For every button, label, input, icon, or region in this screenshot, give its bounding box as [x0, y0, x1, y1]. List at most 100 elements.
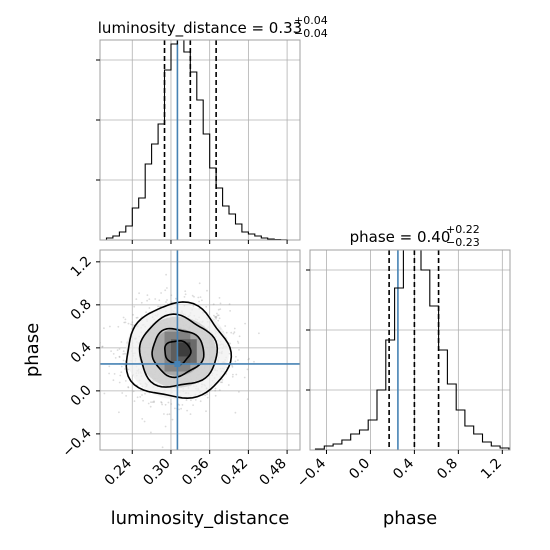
sample-point	[164, 403, 167, 406]
sample-point	[183, 296, 186, 298]
joint-truth-lines	[100, 250, 300, 450]
sample-point	[212, 303, 215, 306]
phase-histogram-grid	[310, 250, 510, 450]
sample-point	[219, 302, 222, 305]
sample-point	[220, 381, 222, 384]
ytick-label: −0.4	[59, 425, 94, 460]
sample-point	[103, 327, 105, 330]
sample-point	[199, 400, 202, 403]
sample-point	[248, 357, 250, 360]
sample-point	[131, 323, 134, 326]
sample-point	[225, 331, 228, 334]
joint-xticks: 0.24 0.30 0.36 0.42 0.48	[102, 450, 290, 489]
sample-point	[136, 316, 139, 319]
sample-point	[160, 401, 163, 403]
sample-point	[170, 294, 173, 297]
sample-point	[194, 399, 197, 401]
xtick-label: 0.8	[434, 456, 461, 483]
sample-point	[146, 294, 149, 297]
sample-point	[235, 355, 237, 358]
phase-hist-xticks: −0.4 0.0 0.4 0.8 1.2	[294, 450, 505, 491]
sample-point	[206, 396, 209, 399]
sample-point	[228, 303, 231, 306]
ytick-label: 0.8	[68, 296, 95, 323]
sample-point	[150, 431, 152, 434]
sample-point	[101, 345, 104, 348]
xtick-label: 1.2	[478, 456, 505, 483]
sample-point	[118, 411, 120, 414]
joint-ylabel: phase	[22, 323, 43, 377]
xtick-label: 0.30	[140, 456, 173, 489]
sample-point	[120, 365, 123, 368]
joint-density-panel: 0.24 0.30 0.36 0.42 0.48 −0.4 0.0 0.4 0.8 1.2 lu…	[22, 249, 301, 529]
sample-point	[205, 305, 208, 308]
sample-point	[206, 289, 208, 292]
sample-point	[185, 399, 188, 401]
sample-point	[132, 390, 135, 393]
sample-point	[133, 305, 136, 308]
phase-title-main: phase = 0.40	[350, 228, 451, 246]
sample-point	[181, 404, 184, 406]
sample-point	[193, 295, 195, 298]
sample-point	[165, 273, 168, 276]
xtick-label: 0.4	[390, 455, 417, 482]
sample-point	[130, 323, 132, 326]
sample-point	[180, 407, 183, 410]
sample-point	[140, 301, 143, 304]
sample-point	[118, 356, 121, 358]
sample-point	[186, 409, 189, 412]
sample-point	[163, 413, 165, 415]
sample-point	[206, 393, 209, 396]
sample-point	[198, 300, 201, 303]
sample-point	[108, 365, 111, 368]
luminosity-distance-histogram-panel: luminosity_distance = 0.33 +0.04 −0.04	[96, 14, 328, 244]
sample-point	[175, 297, 177, 300]
contour-line	[163, 339, 192, 366]
sample-point	[227, 384, 230, 386]
sample-point	[117, 325, 120, 328]
sample-point	[214, 315, 217, 318]
sample-point	[244, 322, 247, 325]
xtick-label: 0.48	[257, 456, 290, 489]
sample-point	[166, 287, 168, 289]
sample-point	[216, 314, 219, 317]
sample-point	[123, 352, 126, 355]
xtick-label: 0.0	[346, 456, 373, 483]
xtick-label: 0.42	[218, 456, 251, 489]
sample-point	[124, 380, 127, 382]
sample-point	[135, 316, 138, 319]
sample-point	[170, 403, 173, 405]
sample-point	[237, 342, 240, 344]
sample-point	[139, 396, 142, 398]
sample-point	[229, 342, 232, 345]
sample-point	[150, 401, 152, 403]
sample-point	[238, 349, 240, 351]
sample-point	[158, 299, 161, 302]
joint-yticks: −0.4 0.0 0.4 0.8 1.2	[59, 253, 100, 461]
sample-point	[151, 401, 154, 403]
sample-point	[234, 411, 237, 414]
luminosity-distance-hist-yticks	[96, 59, 100, 181]
sample-point	[143, 420, 146, 423]
sample-point	[147, 402, 150, 405]
xtick-label: 0.24	[102, 455, 135, 488]
sample-point	[161, 403, 164, 406]
sample-point	[237, 359, 239, 361]
sample-point	[141, 418, 144, 420]
sample-point	[198, 282, 201, 285]
sample-point	[171, 418, 174, 421]
sample-point	[148, 298, 151, 300]
sample-point	[201, 299, 203, 302]
sample-point	[224, 325, 227, 327]
sample-point	[236, 340, 239, 343]
sample-point	[120, 341, 123, 343]
sample-point	[153, 400, 155, 403]
sample-point	[204, 394, 207, 397]
sample-point	[120, 371, 123, 373]
sample-point	[127, 368, 130, 371]
sample-point	[231, 375, 234, 378]
sample-point	[218, 389, 221, 391]
sample-point	[235, 373, 238, 376]
sample-point	[168, 413, 171, 416]
phase-quantile-lines	[388, 250, 440, 450]
